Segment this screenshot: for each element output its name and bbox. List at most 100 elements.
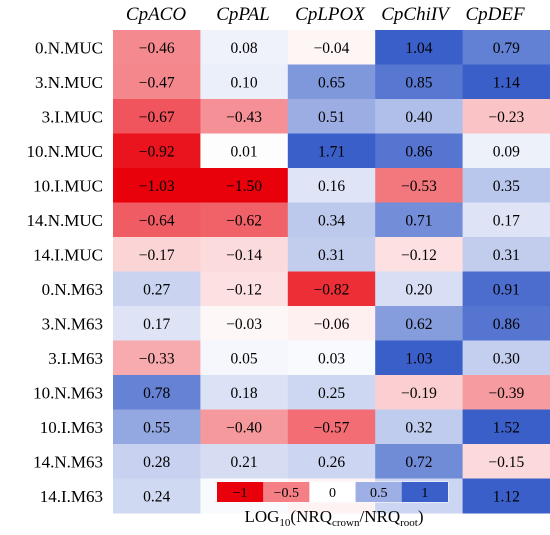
heatmap-cell xyxy=(200,271,289,307)
cell-value-label: 0.03 xyxy=(318,350,345,367)
cell-value-label: −0.92 xyxy=(139,143,175,160)
heatmap-cell xyxy=(200,30,289,65)
heatmap-cells: −0.46 0.08 −0.04 1.04 0.79 −0.47 0.10 0.65 0.85 1… xyxy=(113,30,550,514)
cell-value-label: 1.03 xyxy=(405,350,432,367)
cell-value-label: −0.53 xyxy=(401,178,437,195)
heatmap-cell xyxy=(287,99,376,134)
cell-value-label: 0.65 xyxy=(318,74,345,91)
cell-value-label: −0.82 xyxy=(314,281,350,298)
legend-swatch xyxy=(355,482,402,502)
heatmap-cell xyxy=(375,30,464,65)
cell-value-label: 0.18 xyxy=(231,385,258,402)
cell-value-label: −0.04 xyxy=(314,40,350,57)
cell-value-label: −1.03 xyxy=(139,178,175,195)
cell-value-label: −0.14 xyxy=(226,247,262,264)
heatmap-cell xyxy=(113,409,201,445)
heatmap-cell xyxy=(375,99,464,134)
heatmap-cell xyxy=(287,30,376,65)
cell-value-label: 0.85 xyxy=(405,74,432,91)
heatmap-cell xyxy=(462,444,550,479)
heatmap-cell xyxy=(200,64,289,100)
heatmap-cell xyxy=(287,444,376,479)
heatmap-cell xyxy=(462,168,550,203)
cell-value-label: −0.12 xyxy=(401,247,437,264)
cell-value-label: −0.39 xyxy=(488,385,524,402)
heatmap-cell xyxy=(113,237,201,272)
legend-title-base: 10 xyxy=(279,517,291,529)
heatmap-cell xyxy=(113,99,201,134)
legend-title-num: crown xyxy=(332,517,360,529)
cell-value-label: 1.71 xyxy=(318,143,345,160)
row-label: 14.N.M63 xyxy=(33,452,103,471)
cell-value-label: 0.31 xyxy=(493,247,520,264)
heatmap-cell xyxy=(287,202,376,238)
cell-value-label: 0.01 xyxy=(231,143,258,160)
heatmap-cell xyxy=(287,237,376,272)
heatmap-cell xyxy=(113,306,201,341)
cell-value-label: −0.47 xyxy=(139,74,175,91)
heatmap-cell xyxy=(113,478,201,514)
cell-value-label: 0.71 xyxy=(405,212,432,229)
cell-value-label: 0.86 xyxy=(405,143,432,160)
column-labels: CpACO CpPAL CpLPOX CpChiIV CpDEF xyxy=(126,4,525,25)
cell-value-label: −0.62 xyxy=(226,212,262,229)
cell-value-label: −0.15 xyxy=(488,454,524,471)
heatmap-cell xyxy=(462,237,550,272)
cell-value-label: 0.51 xyxy=(318,109,345,126)
heatmap-cell xyxy=(462,478,550,514)
cell-value-label: −0.19 xyxy=(401,385,437,402)
heatmap-cell xyxy=(113,168,201,203)
cell-value-label: 0.32 xyxy=(405,419,432,436)
heatmap-cell xyxy=(113,340,201,376)
heatmap-cell xyxy=(462,30,550,65)
heatmap-cell xyxy=(200,444,289,479)
legend-title-main: LOG xyxy=(244,507,279,526)
heatmap-cell xyxy=(375,168,464,203)
heatmap-cell xyxy=(200,202,289,238)
cell-value-label: 0.86 xyxy=(493,316,520,333)
heatmap-cell xyxy=(375,202,464,238)
heatmap-cell xyxy=(462,409,550,445)
legend-swatch xyxy=(309,482,356,502)
cell-value-label: −0.64 xyxy=(139,212,175,229)
cell-value-label: 0.16 xyxy=(318,178,345,195)
cell-value-label: −0.67 xyxy=(139,109,175,126)
row-label: 14.I.M63 xyxy=(40,487,103,506)
heatmap-cell xyxy=(375,375,464,410)
legend-axis-title: LOG10(NRQcrown/NRQroot) xyxy=(244,507,423,529)
legend-swatch xyxy=(217,482,264,502)
row-label: 0.N.MUC xyxy=(35,38,103,57)
heatmap-cell xyxy=(200,409,289,445)
cell-value-label: 0.78 xyxy=(143,385,170,402)
heatmap-cell xyxy=(375,444,464,479)
legend-title-close: ) xyxy=(418,507,424,526)
column-label-cpdef: CpDEF xyxy=(465,4,525,25)
heatmap-cell xyxy=(113,133,201,169)
row-label: 10.N.M63 xyxy=(33,383,103,402)
row-label: 0.N.M63 xyxy=(42,280,103,299)
column-label-cplpox: CpLPOX xyxy=(295,4,366,25)
cell-value-label: 0.30 xyxy=(493,350,520,367)
row-labels: 0.N.MUC 3.N.MUC 3.I.MUC 10.N.MUC 10.I.MUC 14.… xyxy=(26,38,103,506)
heatmap-cell xyxy=(375,133,464,169)
heatmap-cell xyxy=(462,99,550,134)
cell-value-label: −0.46 xyxy=(139,40,175,57)
legend-tick-label: 0 xyxy=(329,486,336,501)
cell-value-label: 0.28 xyxy=(143,454,170,471)
cell-value-label: −0.17 xyxy=(139,247,175,264)
heatmap-cell xyxy=(200,340,289,376)
row-label: 3.N.MUC xyxy=(35,73,103,92)
cell-value-label: 0.09 xyxy=(493,143,520,160)
cell-value-label: 0.17 xyxy=(143,316,170,333)
cell-value-label: 0.26 xyxy=(318,454,345,471)
cell-value-label: 0.72 xyxy=(405,454,432,471)
column-label-cppal: CpPAL xyxy=(216,4,270,25)
heatmap-cell xyxy=(462,202,550,238)
heatmap-cell xyxy=(200,168,289,203)
row-label: 14.I.MUC xyxy=(33,245,103,264)
heatmap-cell xyxy=(200,237,289,272)
cell-value-label: 1.52 xyxy=(493,419,520,436)
heatmap-cell xyxy=(287,340,376,376)
cell-value-label: 0.05 xyxy=(231,350,258,367)
